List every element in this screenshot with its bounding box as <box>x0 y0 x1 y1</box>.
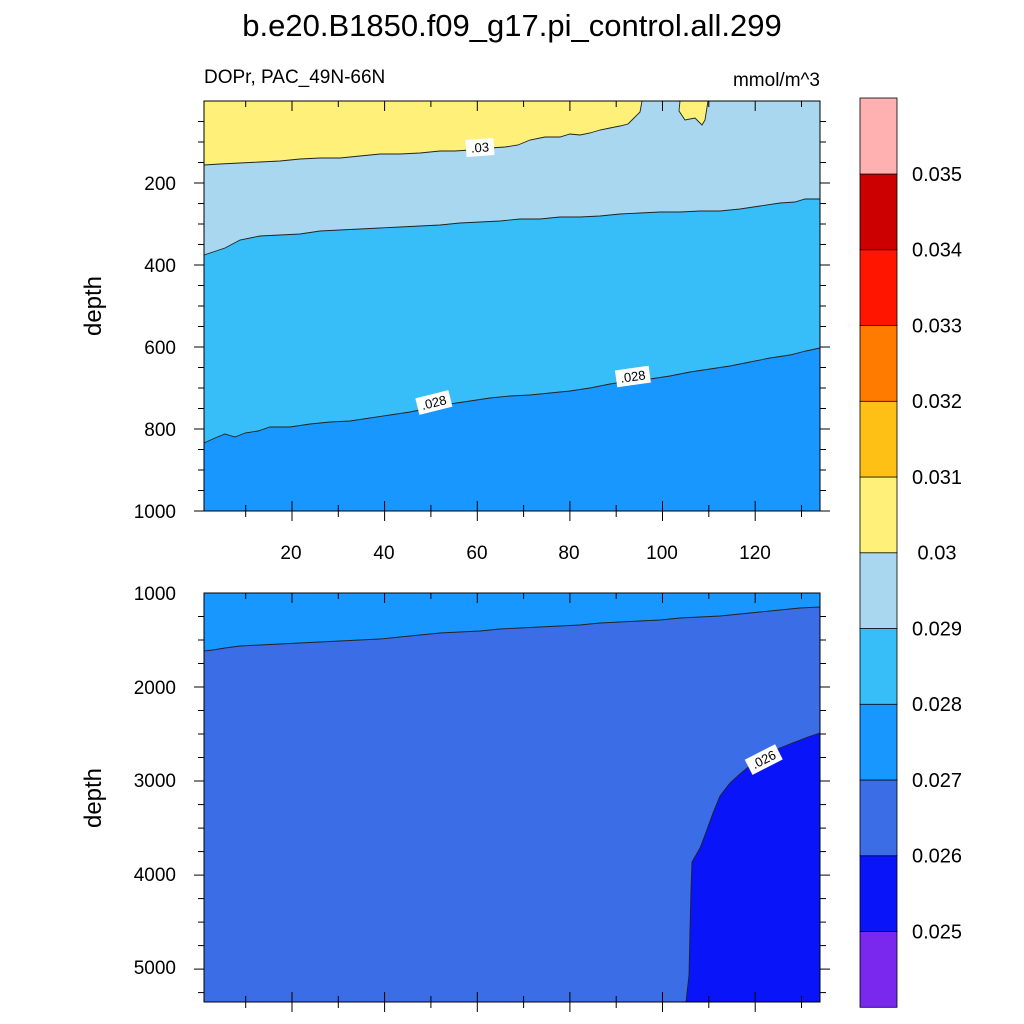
top-tick-marks <box>194 101 830 521</box>
colorbar-box <box>859 627 898 705</box>
contour-label-3: .028 <box>614 365 651 388</box>
y-tick-label: 1000 <box>134 502 176 523</box>
contour-line-0.03-patch <box>678 100 709 126</box>
fill-0.03-0.031 <box>204 101 642 165</box>
colorbar-label: 0.026 <box>912 846 962 868</box>
contour-line-0.026 <box>685 732 821 1003</box>
colorbar-label: 0.028 <box>912 694 962 716</box>
contour-label-text: .03 <box>470 139 489 155</box>
top-panel: .03 .028 .028 <box>194 100 830 521</box>
y-tick-label: 1000 <box>134 584 176 605</box>
x-tick-label: 20 <box>280 543 301 564</box>
contour-label-text: .028 <box>420 392 448 413</box>
fill-0.03-0.031-patch <box>679 101 708 125</box>
colorbar-label: 0.032 <box>912 391 962 413</box>
y-tick-label: 400 <box>144 256 176 277</box>
colorbar-box <box>859 173 898 251</box>
fill-0.025-0.026 <box>686 733 820 1002</box>
x-tick-label: 40 <box>373 543 394 564</box>
chart-title: b.e20.B1850.f09_g17.pi_control.all.299 <box>242 8 782 43</box>
colorbar-box <box>859 249 898 326</box>
bottom-contour-lines <box>203 606 821 1003</box>
colorbar-label: 0.025 <box>912 921 962 943</box>
colorbar-box <box>859 400 898 478</box>
y-tick-label: 4000 <box>134 865 176 886</box>
fill-0.027-0.028 <box>204 593 820 651</box>
colorbar-label: 0.029 <box>912 618 962 640</box>
colorbar-label: 0.027 <box>912 770 962 792</box>
colorbar-box <box>859 552 898 629</box>
y-tick-label: 5000 <box>134 958 176 979</box>
contour-label-text: .028 <box>619 367 646 385</box>
colorbar-label: 0.033 <box>912 315 962 337</box>
colorbar-box <box>859 855 898 932</box>
bottom-plot-frame <box>203 592 821 1003</box>
contour-label-2: .028 <box>415 390 453 415</box>
y-tick-label: 200 <box>144 174 176 195</box>
x-tick-label: 100 <box>646 543 678 564</box>
colorbar-label: 0.03 <box>918 543 957 565</box>
bottom-y-axis-label: depth <box>80 768 107 828</box>
colorbar-label: 0.035 <box>912 164 962 186</box>
contour-label-1: .03 <box>465 138 495 157</box>
colorbar-box <box>859 930 898 1008</box>
top-y-axis-label: depth <box>80 276 107 336</box>
contour-line-0.027 <box>203 606 821 652</box>
bottom-panel: .026 <box>194 592 830 1012</box>
colorbar-box <box>859 476 898 554</box>
top-y-tick-labels: 200 400 600 800 1000 <box>134 174 176 523</box>
y-tick-label: 2000 <box>134 678 176 699</box>
bottom-y-tick-labels: 1000 2000 3000 4000 5000 <box>134 584 176 979</box>
left-subtitle: DOPr, PAC_49N-66N <box>204 67 385 88</box>
contour-line-0.028 <box>203 347 821 444</box>
colorbar-box <box>859 703 898 781</box>
bottom-tick-marks <box>194 593 830 1012</box>
y-tick-label: 600 <box>144 338 176 359</box>
right-subtitle: mmol/m^3 <box>733 70 820 91</box>
y-tick-label: 800 <box>144 420 176 441</box>
colorbar-label: 0.031 <box>912 467 962 489</box>
contour-line-0.029 <box>203 198 820 256</box>
colorbar-box <box>859 324 898 402</box>
colorbar-box <box>859 97 898 175</box>
colorbar: 0.025 0.026 0.027 0.028 0.029 0.03 0.031 0.032 0… <box>859 97 962 1008</box>
y-tick-label: 3000 <box>134 771 176 792</box>
colorbar-label: 0.034 <box>912 240 962 262</box>
x-tick-label: 80 <box>558 543 579 564</box>
x-tick-label: 60 <box>466 543 487 564</box>
x-tick-label: 120 <box>739 543 771 564</box>
top-x-tick-labels: 20 40 60 80 100 120 <box>280 543 770 564</box>
colorbar-box <box>859 779 898 857</box>
